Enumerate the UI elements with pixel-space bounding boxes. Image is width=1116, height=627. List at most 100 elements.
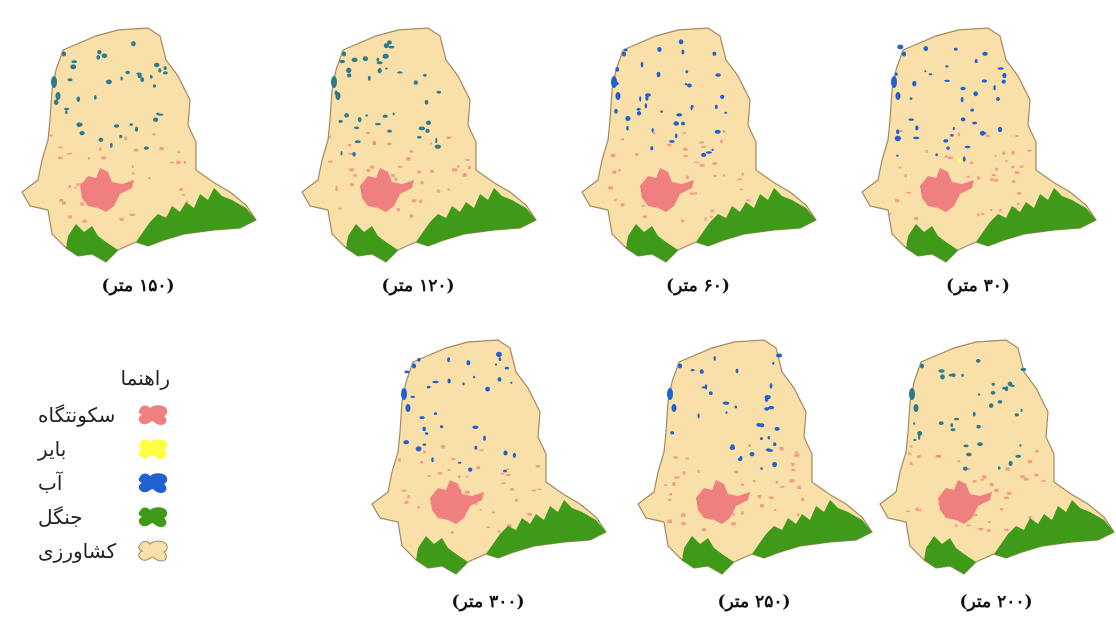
settlement-speck xyxy=(614,199,617,202)
settlement-speck xyxy=(1020,475,1025,479)
water-body xyxy=(474,445,478,450)
water-body xyxy=(960,96,964,103)
water-body xyxy=(909,388,915,400)
water-body xyxy=(425,128,430,133)
water-body xyxy=(895,92,901,100)
legend-item-settlement: سکونتگاه xyxy=(38,400,170,430)
water-body xyxy=(163,71,168,75)
settlement-speck xyxy=(683,147,688,151)
bare-swatch-icon xyxy=(138,439,168,459)
water-body xyxy=(708,391,713,395)
water-body xyxy=(764,397,769,402)
map-panel-200m: (۲۰۰ متر) xyxy=(866,322,1116,622)
settlement-speck xyxy=(350,183,354,187)
water-body xyxy=(622,51,626,57)
settlement-speck xyxy=(409,150,414,153)
forest-region xyxy=(66,224,118,262)
settlement-speck xyxy=(794,451,799,454)
water-body xyxy=(67,78,73,82)
water-body xyxy=(340,151,343,156)
water-body xyxy=(625,116,631,121)
water-body xyxy=(376,61,383,65)
settlement-speck xyxy=(741,172,744,176)
water-body xyxy=(53,99,59,105)
water-body xyxy=(424,99,429,105)
water-body xyxy=(711,148,714,151)
water-body xyxy=(417,135,422,139)
settlement-speck xyxy=(791,468,796,472)
water-body xyxy=(673,121,679,126)
settlement-speck xyxy=(68,215,72,219)
water-body xyxy=(403,440,410,445)
settlement-speck xyxy=(680,513,686,517)
water-body xyxy=(404,370,410,374)
settlement-speck xyxy=(957,132,960,137)
map-caption: (۱۲۰ متر) xyxy=(381,276,455,296)
map-panel-30m: (۳۰ متر) xyxy=(848,10,1108,310)
water-body xyxy=(382,114,388,118)
forest-region xyxy=(346,224,398,262)
map-caption: (۲۰۰ متر) xyxy=(959,592,1033,612)
settlement-speck xyxy=(694,192,697,195)
water-body xyxy=(640,61,644,68)
water-body xyxy=(715,73,721,77)
settlement-region xyxy=(696,480,750,524)
settlement-speck xyxy=(507,524,512,528)
water-body xyxy=(913,404,919,412)
water-body xyxy=(472,425,479,429)
settlement-region xyxy=(920,168,974,212)
water-body xyxy=(773,442,777,446)
settlement-speck xyxy=(1027,459,1033,464)
water-body xyxy=(749,452,755,457)
settlement-speck xyxy=(732,513,735,516)
water-body xyxy=(681,121,685,126)
water-body xyxy=(611,76,617,88)
water-body xyxy=(671,404,677,412)
forest-region xyxy=(682,536,734,574)
water-body xyxy=(894,72,898,76)
water-body xyxy=(660,110,663,113)
settlement-speck xyxy=(641,204,645,207)
water-body xyxy=(158,68,162,73)
water-body xyxy=(945,65,949,68)
water-body xyxy=(697,413,700,419)
water-body xyxy=(766,449,774,452)
water-body xyxy=(722,401,729,405)
settlement-speck xyxy=(457,165,460,168)
legend-label: سکونتگاه xyxy=(38,403,116,427)
settlement-speck xyxy=(537,488,542,491)
water-body xyxy=(397,71,403,74)
settlement-speck xyxy=(446,136,452,139)
water-body xyxy=(917,431,923,436)
water-body xyxy=(413,80,418,85)
settlement-speck xyxy=(910,461,913,465)
settlement-speck xyxy=(760,504,764,508)
settlement-speck xyxy=(710,209,714,213)
settlement-speck xyxy=(925,150,928,153)
settlement-region xyxy=(360,168,414,212)
water-body xyxy=(938,421,944,425)
water-body xyxy=(426,120,431,126)
settlement-speck xyxy=(475,502,478,506)
settlement-speck xyxy=(535,465,540,468)
settlement-speck xyxy=(970,161,974,164)
settlement-speck xyxy=(1035,450,1039,453)
water-body xyxy=(684,83,688,86)
water-body xyxy=(725,411,728,414)
legend-label: جنگل xyxy=(38,505,83,529)
settlement-speck xyxy=(131,165,134,169)
water-body xyxy=(913,136,920,140)
settlement-speck xyxy=(68,185,72,189)
water-body xyxy=(676,113,683,117)
settlement-speck xyxy=(420,181,424,185)
water-body xyxy=(764,407,770,411)
settlement-speck xyxy=(1027,149,1032,152)
water-body xyxy=(991,382,995,386)
settlement-speck xyxy=(621,138,624,141)
water-body xyxy=(769,383,773,389)
water-body xyxy=(946,146,950,150)
water-body xyxy=(424,432,429,435)
water-body xyxy=(97,50,102,55)
settlement-speck xyxy=(1041,480,1046,482)
settlement-speck xyxy=(917,455,921,458)
